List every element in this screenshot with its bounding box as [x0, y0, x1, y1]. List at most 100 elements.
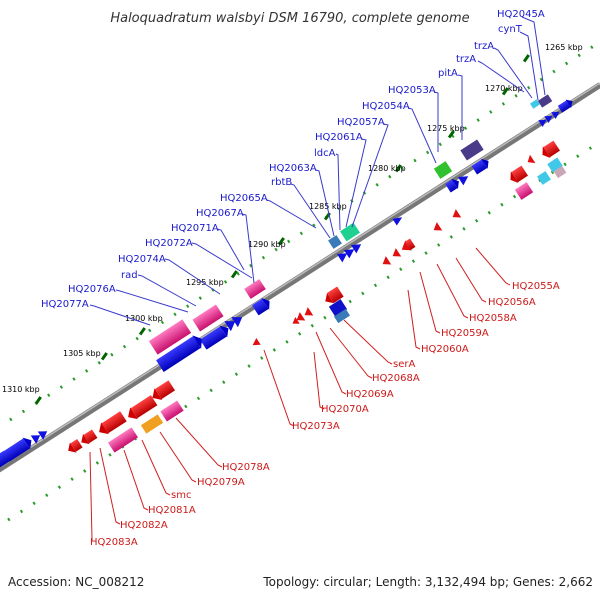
- gene-label[interactable]: HQ2055A: [512, 281, 560, 292]
- gene-fwd[interactable]: [471, 156, 492, 175]
- gene-rev[interactable]: [553, 165, 567, 179]
- gene-label[interactable]: HQ2074A: [118, 254, 166, 265]
- gene-rev[interactable]: [399, 238, 416, 255]
- gene-fwd[interactable]: [538, 116, 548, 127]
- gene-label[interactable]: HQ2082A: [120, 520, 168, 531]
- gene-label[interactable]: HQ2054A: [362, 101, 410, 112]
- leader-line: [141, 439, 171, 496]
- gene-label[interactable]: HQ2059A: [441, 328, 489, 339]
- gene-label[interactable]: trzA: [474, 41, 494, 52]
- gene-fwd[interactable]: [457, 172, 471, 186]
- gene-rev[interactable]: [149, 380, 176, 404]
- gene-rev[interactable]: [547, 157, 563, 173]
- gene-fwd[interactable]: [350, 240, 364, 254]
- gene-sera[interactable]: [322, 286, 344, 307]
- leader-line: [89, 451, 93, 541]
- gene-fwd[interactable]: [336, 249, 350, 263]
- gene-rev[interactable]: [124, 394, 158, 423]
- gene-fwd[interactable]: [30, 431, 43, 444]
- gene-hq2083a[interactable]: [65, 438, 83, 456]
- gene-hq2079a[interactable]: [140, 414, 164, 434]
- gene-fwd[interactable]: [343, 245, 357, 259]
- gene-hq2073a[interactable]: [250, 338, 261, 349]
- gene-fwd[interactable]: [2, 434, 35, 462]
- gene-rev[interactable]: [390, 248, 402, 260]
- gene-rev[interactable]: [333, 308, 351, 324]
- gene-rev[interactable]: [525, 154, 536, 167]
- gene-rev[interactable]: [450, 209, 462, 221]
- gene-rev[interactable]: [294, 312, 306, 324]
- gene-rev[interactable]: [95, 410, 127, 438]
- tick-label: 1275 kbp: [427, 124, 465, 133]
- gene-rev[interactable]: [302, 307, 314, 319]
- gene-fwd[interactable]: [37, 427, 50, 440]
- gene-label[interactable]: HQ2053A: [388, 85, 436, 96]
- gene-label[interactable]: HQ2058A: [469, 313, 517, 324]
- gene-label[interactable]: rad: [121, 270, 138, 281]
- gene-hq2045a[interactable]: [537, 94, 553, 108]
- gene-label[interactable]: HQ2067A: [196, 208, 244, 219]
- gene-label[interactable]: HQ2073A: [292, 421, 340, 432]
- tick-mark: [100, 352, 108, 361]
- gene-label[interactable]: HQ2083A: [90, 537, 138, 548]
- gene-rad[interactable]: [192, 304, 224, 332]
- gene-label[interactable]: HQ2071A: [171, 223, 219, 234]
- gene-rev[interactable]: [431, 222, 443, 234]
- gene-rev[interactable]: [514, 182, 534, 200]
- gene-cynt[interactable]: [530, 99, 540, 109]
- gene-label[interactable]: HQ2061A: [315, 132, 363, 143]
- gene-hq2078a[interactable]: [160, 400, 184, 422]
- reverse-genes: [65, 140, 567, 456]
- bottom-inner-track: [7, 140, 600, 522]
- gene-fwd[interactable]: [557, 97, 575, 114]
- gene-fwd[interactable]: [0, 450, 11, 469]
- gene-smc[interactable]: [107, 427, 139, 453]
- gene-fwd[interactable]: [224, 316, 238, 332]
- gene-label[interactable]: HQ2065A: [220, 193, 268, 204]
- gene-label[interactable]: HQ2057A: [337, 117, 385, 128]
- gene-label[interactable]: HQ2056A: [488, 297, 536, 308]
- gene-pita[interactable]: [460, 139, 484, 161]
- gene-fwd[interactable]: [445, 176, 462, 193]
- gene-label[interactable]: HQ2076A: [68, 284, 116, 295]
- gene-fwd[interactable]: [251, 295, 273, 316]
- gene-rev[interactable]: [290, 317, 300, 327]
- gene-label[interactable]: HQ2063A: [269, 163, 317, 174]
- gene-fwd[interactable]: [199, 322, 232, 350]
- gene-label[interactable]: trzA: [456, 54, 476, 65]
- gene-label[interactable]: HQ2060A: [421, 344, 469, 355]
- gene-label[interactable]: HQ2070A: [321, 404, 369, 415]
- gene-rev[interactable]: [380, 256, 392, 268]
- gene-hq2082a[interactable]: [78, 429, 98, 448]
- gene-fwd[interactable]: [392, 214, 404, 226]
- gene-hq2077a[interactable]: [156, 332, 207, 373]
- gene-label[interactable]: HQ2069A: [346, 389, 394, 400]
- gene-label[interactable]: cynT: [498, 24, 523, 35]
- gene-fwd[interactable]: [544, 112, 554, 123]
- leader-line: [407, 107, 437, 164]
- gene-rev[interactable]: [507, 165, 529, 186]
- strand-tracks: [7, 40, 600, 522]
- gene-hq2053a[interactable]: [433, 161, 453, 179]
- gene-fwd[interactable]: [551, 108, 561, 119]
- gene-label[interactable]: pitA: [438, 68, 458, 79]
- gene-label[interactable]: HQ2072A: [145, 238, 193, 249]
- gene-label[interactable]: smc: [171, 490, 191, 501]
- gene-label[interactable]: HQ2068A: [372, 373, 420, 384]
- gene-label[interactable]: HQ2081A: [148, 505, 196, 516]
- gene-label[interactable]: HQ2078A: [222, 462, 270, 473]
- gene-label[interactable]: ldcA: [314, 148, 336, 159]
- gene-fwd[interactable]: [231, 312, 245, 328]
- gene-ldca[interactable]: [340, 222, 360, 242]
- gene-label[interactable]: rbtB: [271, 177, 292, 188]
- gene-rev[interactable]: [328, 299, 348, 317]
- gene-label[interactable]: serA: [393, 359, 415, 370]
- gene-hq2063a[interactable]: [328, 235, 342, 249]
- gene-label[interactable]: HQ2045A: [497, 9, 545, 20]
- gene-rev[interactable]: [539, 140, 561, 161]
- gene-hq2065a[interactable]: [244, 279, 266, 299]
- gene-label[interactable]: HQ2077A: [41, 299, 89, 310]
- gene-label[interactable]: HQ2079A: [197, 477, 245, 488]
- gene-rev[interactable]: [537, 171, 551, 185]
- gene-hq2076a[interactable]: [148, 319, 192, 355]
